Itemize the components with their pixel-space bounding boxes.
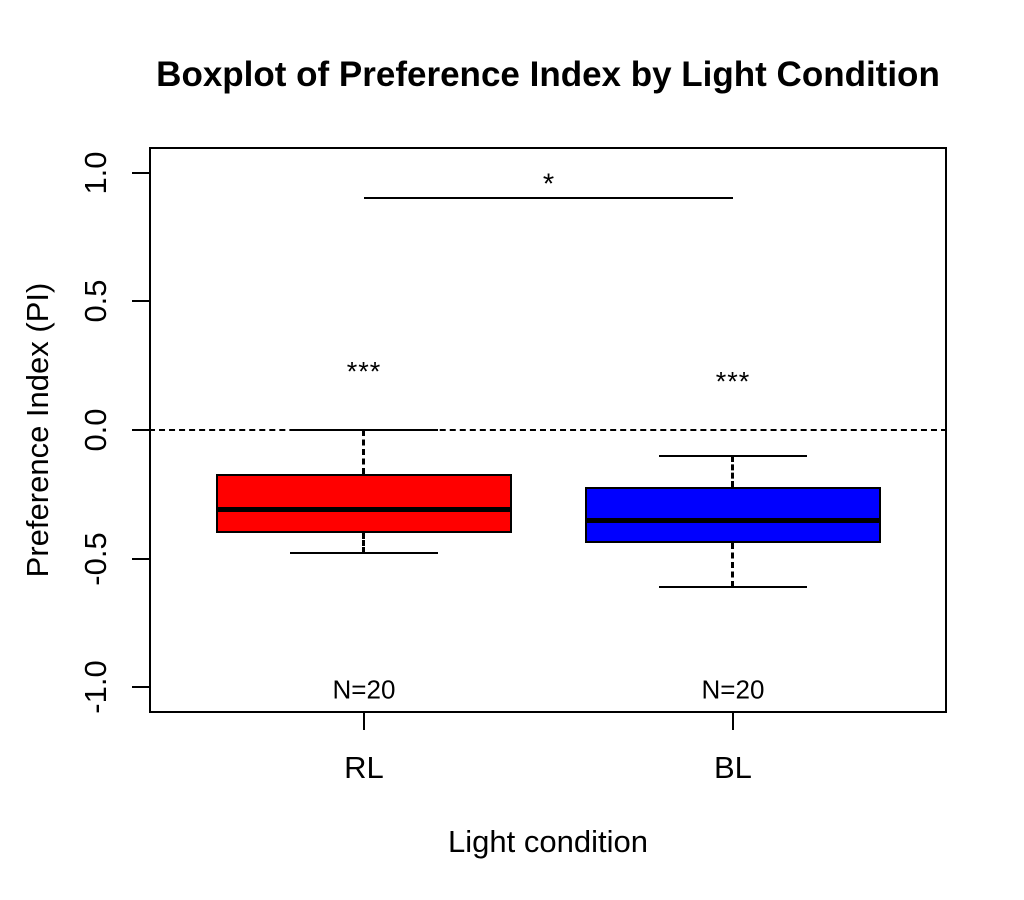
upper-whisker-BL — [731, 455, 735, 487]
iqr-box-RL — [215, 473, 512, 533]
y-tick-label--0.5: -0.5 — [78, 531, 113, 586]
y-axis-tick — [132, 429, 149, 431]
upper-staple-BL — [658, 454, 807, 457]
lower-whisker-RL — [362, 532, 366, 554]
comparison-star: * — [542, 168, 555, 201]
lower-staple-BL — [658, 585, 807, 588]
lower-staple-RL — [289, 552, 438, 555]
zero-reference-line — [149, 429, 947, 431]
x-axis-tick-BL — [731, 713, 734, 730]
lower-whisker-BL — [731, 543, 735, 587]
y-axis-tick — [132, 557, 149, 560]
x-axis-tick-RL — [362, 713, 365, 730]
chart-title: Boxplot of Preference Index by Light Con… — [156, 55, 940, 94]
y-axis-tick — [132, 171, 149, 174]
y-tick-label-1.0: 1.0 — [78, 151, 113, 195]
sig-stars-BL: *** — [715, 366, 751, 397]
upper-staple-RL — [289, 429, 438, 431]
y-axis-tick — [132, 686, 149, 689]
n-label-RL: N=20 — [332, 674, 396, 705]
iqr-box-BL — [584, 486, 881, 544]
x-tick-label-BL: BL — [714, 750, 752, 785]
y-tick-label-0.5: 0.5 — [78, 279, 113, 323]
sig-stars-RL: *** — [346, 356, 382, 387]
x-tick-label-RL: RL — [344, 750, 384, 785]
upper-whisker-RL — [362, 430, 366, 474]
median-line-BL — [584, 517, 881, 523]
y-axis-tick — [132, 300, 149, 303]
comparison-line — [363, 197, 733, 200]
y-tick-label-0.0: 0.0 — [78, 408, 113, 452]
y-tick-label--1.0: -1.0 — [78, 660, 113, 714]
x-axis-title: Light condition — [448, 824, 648, 859]
median-line-RL — [215, 507, 512, 513]
y-axis-title: Preference Index (PI) — [20, 282, 55, 578]
n-label-BL: N=20 — [701, 674, 765, 705]
